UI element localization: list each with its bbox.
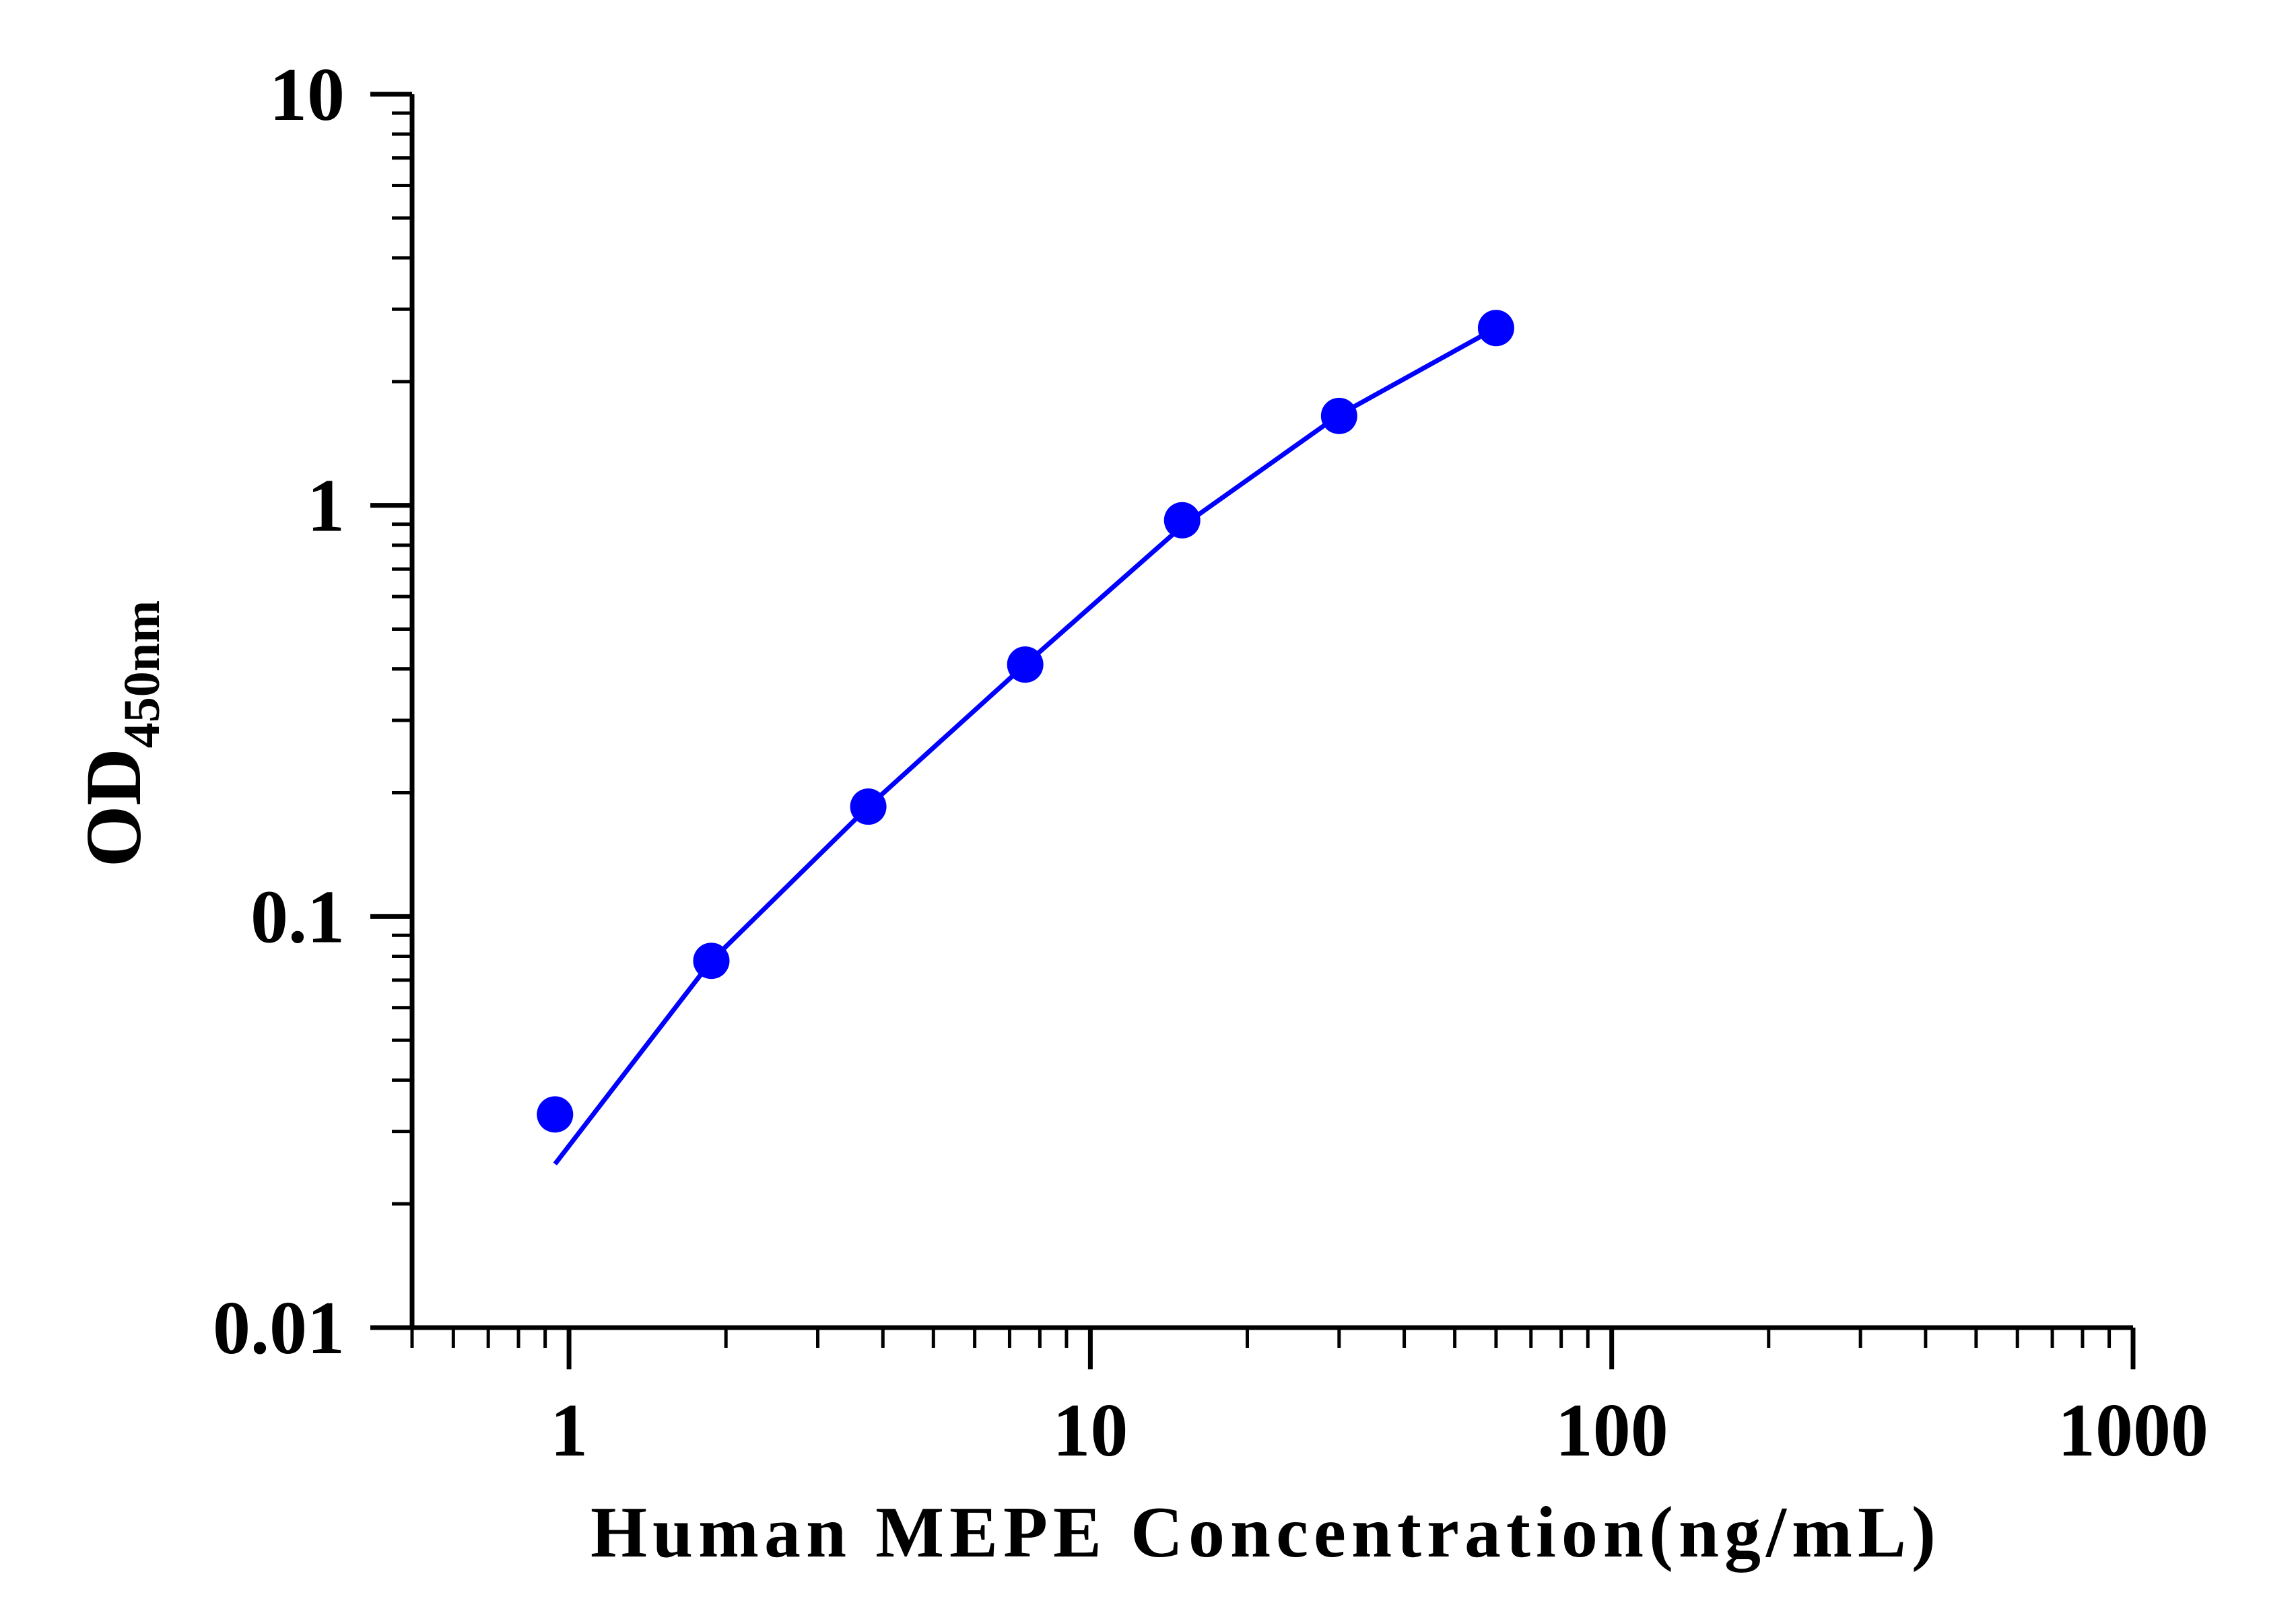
x-axis-title: Human MEPE Concentration(ng/mL) (590, 1493, 1941, 1573)
x-tick-label: 10 (1052, 1389, 1128, 1472)
x-tick-label: 1 (550, 1389, 588, 1472)
ticks: 0.01 0.1 1 10 1 10 100 1000 (213, 53, 2208, 1472)
x-tick-label: 1000 (2058, 1389, 2208, 1472)
y-tick-label: 0.1 (250, 875, 345, 959)
y-axis-title-main: OD (69, 748, 158, 867)
data-point (1007, 646, 1044, 683)
data-point (693, 943, 730, 980)
fit-curve-line (553, 326, 1497, 1166)
y-tick-label: 10 (269, 53, 345, 137)
x-tick-label: 100 (1555, 1389, 1668, 1472)
data-point (1477, 310, 1514, 347)
fit-curve-layer (553, 326, 1497, 1166)
data-point (1320, 397, 1357, 434)
data-point (1163, 502, 1201, 539)
data-points-layer (537, 310, 1514, 1133)
y-axis-title: OD450nm (69, 601, 170, 868)
data-point (850, 788, 887, 825)
data-point (537, 1096, 574, 1133)
labels-layer: Human MEPE Concentration(ng/mL) OD450nm (69, 601, 1941, 1573)
y-tick-label: 0.01 (213, 1287, 345, 1370)
y-tick-label: 1 (307, 465, 345, 548)
y-axis-title-subscript: 450nm (114, 601, 170, 749)
axes (409, 94, 2133, 1330)
